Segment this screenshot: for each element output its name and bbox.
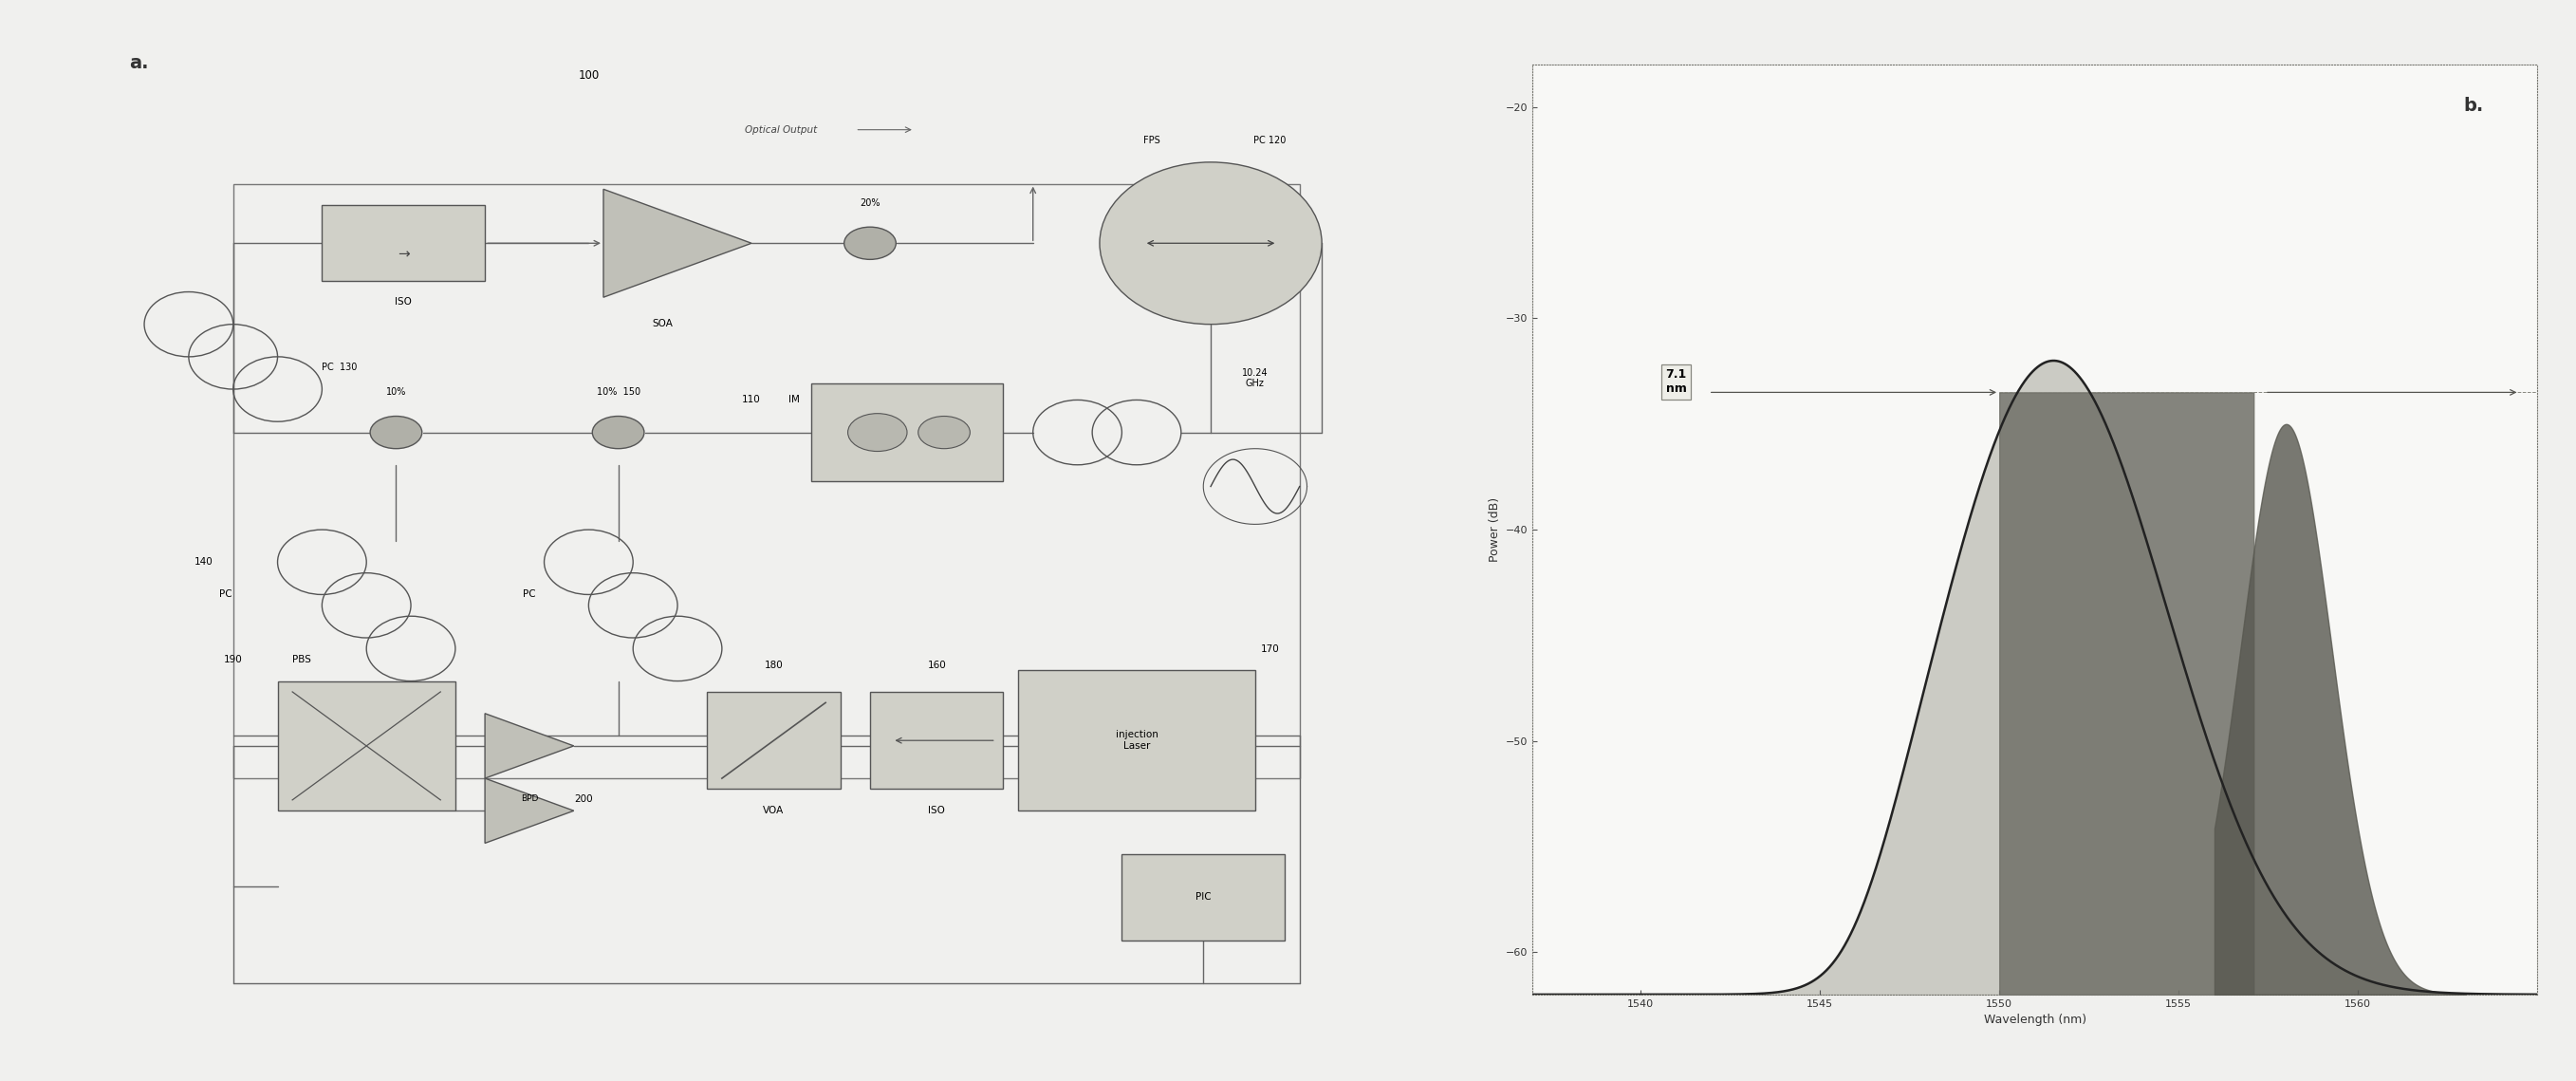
FancyBboxPatch shape bbox=[1018, 670, 1255, 811]
Text: IM: IM bbox=[788, 396, 799, 404]
Text: 180: 180 bbox=[765, 660, 783, 670]
Ellipse shape bbox=[592, 416, 644, 449]
Text: SOA: SOA bbox=[652, 319, 672, 329]
Text: 140: 140 bbox=[193, 558, 214, 566]
Text: b.: b. bbox=[2463, 96, 2483, 115]
Polygon shape bbox=[484, 713, 574, 778]
Polygon shape bbox=[484, 778, 574, 843]
Polygon shape bbox=[603, 189, 752, 297]
Text: 170: 170 bbox=[1260, 644, 1280, 654]
Text: PC 120: PC 120 bbox=[1255, 136, 1285, 145]
Y-axis label: Power (dB): Power (dB) bbox=[1489, 497, 1502, 562]
Ellipse shape bbox=[848, 413, 907, 451]
FancyBboxPatch shape bbox=[871, 692, 1005, 789]
Ellipse shape bbox=[371, 416, 422, 449]
Text: 160: 160 bbox=[927, 660, 945, 670]
FancyBboxPatch shape bbox=[811, 384, 1005, 481]
Text: 10%  150: 10% 150 bbox=[598, 387, 639, 397]
FancyBboxPatch shape bbox=[322, 205, 484, 281]
Text: Optical Output: Optical Output bbox=[744, 125, 817, 134]
Text: 10.24
GHz: 10.24 GHz bbox=[1242, 369, 1267, 388]
Circle shape bbox=[1100, 162, 1321, 324]
Text: BPD: BPD bbox=[520, 795, 538, 803]
Text: a.: a. bbox=[129, 54, 149, 72]
Text: FPS: FPS bbox=[1144, 136, 1159, 145]
Text: 100: 100 bbox=[577, 69, 600, 82]
Text: 110: 110 bbox=[742, 396, 760, 404]
Text: PC  130: PC 130 bbox=[322, 363, 358, 372]
Text: injection
Laser: injection Laser bbox=[1115, 731, 1159, 750]
Text: →: → bbox=[397, 246, 410, 262]
Text: PC: PC bbox=[219, 590, 232, 599]
FancyBboxPatch shape bbox=[706, 692, 840, 789]
Text: PIC: PIC bbox=[1195, 893, 1211, 902]
Text: PC: PC bbox=[523, 590, 536, 599]
Ellipse shape bbox=[845, 227, 896, 259]
Text: VOA: VOA bbox=[762, 805, 783, 815]
Ellipse shape bbox=[917, 416, 971, 449]
FancyBboxPatch shape bbox=[1121, 854, 1285, 940]
X-axis label: Wavelength (nm): Wavelength (nm) bbox=[1984, 1014, 2087, 1026]
Text: PBS: PBS bbox=[291, 655, 312, 665]
Text: 10%: 10% bbox=[386, 387, 407, 397]
Text: 200: 200 bbox=[574, 795, 592, 804]
Text: 190: 190 bbox=[224, 655, 242, 665]
FancyBboxPatch shape bbox=[278, 681, 456, 811]
Text: 7.1
nm: 7.1 nm bbox=[1667, 369, 1687, 395]
Text: ISO: ISO bbox=[927, 805, 945, 815]
Text: 20%: 20% bbox=[860, 198, 881, 208]
Text: ISO: ISO bbox=[394, 297, 412, 307]
